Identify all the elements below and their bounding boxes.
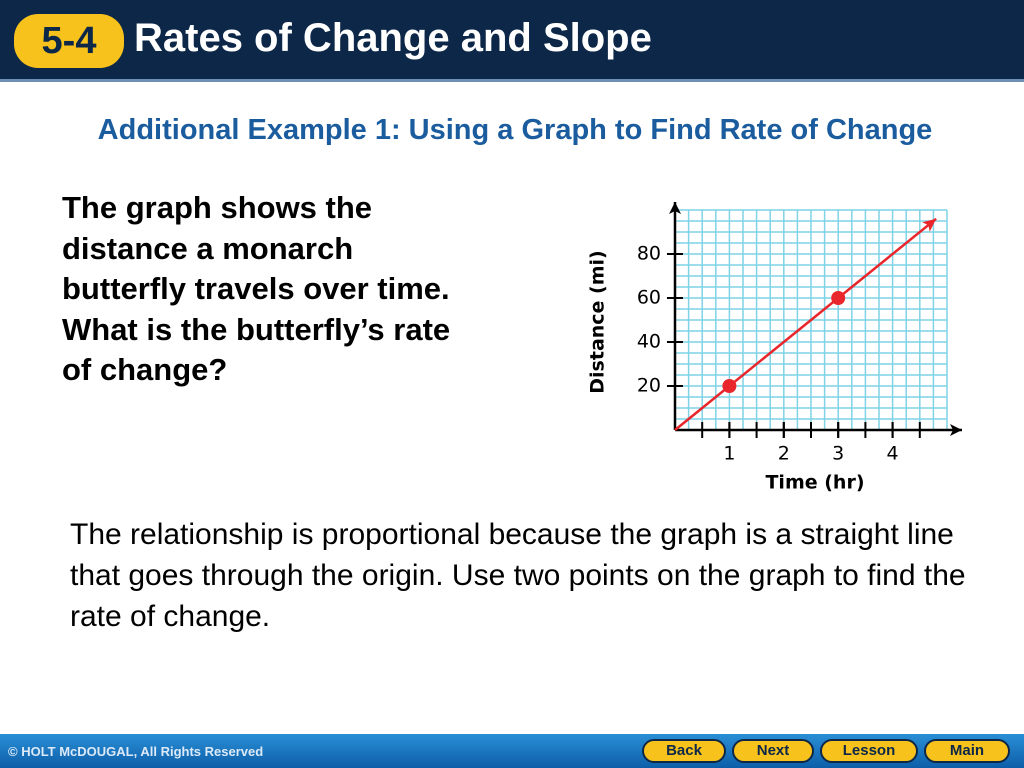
copyright: © HOLT McDOUGAL, All Rights Reserved (8, 744, 264, 759)
question: The graph shows the distance a monarch b… (62, 190, 451, 387)
y-tick-label: 80 (637, 243, 661, 265)
footer: © HOLT McDOUGAL, All Rights Reserved Bac… (0, 734, 1024, 768)
slide-title: Rates of Change and Slope (134, 16, 652, 60)
header: 5-4 Rates of Change and Slope (0, 0, 1024, 82)
x-tick-label: 3 (832, 443, 844, 465)
data-line (674, 217, 937, 431)
y-tick-label: 40 (637, 331, 661, 353)
x-tick-label: 1 (723, 443, 735, 465)
x-arrow (950, 424, 962, 436)
y-tick-label: 20 (637, 375, 661, 397)
x-tick-label: 4 (887, 443, 899, 465)
y-tick-label: 60 (637, 287, 661, 309)
x-tick-label: 2 (778, 443, 790, 465)
body-text: The relationship is proportional because… (70, 518, 966, 633)
back-button[interactable]: Back (642, 739, 726, 763)
data-point (722, 379, 737, 393)
x-axis-label: Time (hr) (765, 472, 864, 494)
y-arrow (669, 202, 681, 214)
lesson-badge: 5-4 (14, 14, 124, 68)
line-arrowhead (922, 218, 937, 232)
subtitle: Additional Example 1: Using a Graph to F… (97, 114, 933, 146)
main-button[interactable]: Main (924, 739, 1010, 763)
data-point (831, 291, 846, 305)
y-axis-label: Distance (mi) (587, 250, 609, 393)
lesson-button[interactable]: Lesson (820, 739, 918, 763)
next-button[interactable]: Next (732, 739, 814, 763)
